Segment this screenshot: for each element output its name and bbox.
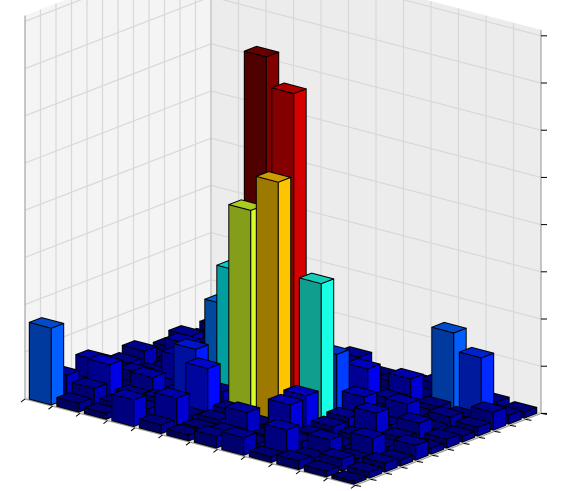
bar-top-face xyxy=(154,387,190,399)
bar xyxy=(331,470,367,485)
bar-top-face xyxy=(396,412,433,424)
bar-top-face xyxy=(427,406,464,418)
x-tick xyxy=(20,398,26,403)
bar-top-face xyxy=(271,82,307,95)
bar-top-face xyxy=(28,317,65,329)
bar xyxy=(303,459,340,478)
bar-top-face xyxy=(173,338,209,350)
bar-front-face xyxy=(228,204,252,418)
bar-side-face xyxy=(50,322,65,406)
bar-top-face xyxy=(346,461,383,473)
bar-top-face xyxy=(267,393,304,406)
bar-top-face xyxy=(388,367,424,380)
bar-top-face xyxy=(431,321,467,334)
y-tick xyxy=(463,442,470,445)
y-tick xyxy=(416,460,424,463)
bar-top-face xyxy=(255,171,292,183)
bar-top-face xyxy=(307,428,343,441)
bar-top-face xyxy=(87,353,123,366)
bar xyxy=(28,317,65,406)
x-tick xyxy=(48,405,53,410)
bar-top-face xyxy=(341,385,378,398)
y-tick xyxy=(401,466,408,469)
bar-side-face xyxy=(320,278,335,426)
x-tick xyxy=(158,434,163,439)
bar-top-face xyxy=(243,45,280,58)
bar-top-face xyxy=(393,434,429,446)
x-tick xyxy=(130,427,136,432)
bar-top-face xyxy=(310,415,347,428)
bar-top-face xyxy=(224,401,261,413)
bar-top-face xyxy=(276,449,312,462)
y-tick xyxy=(370,478,377,481)
bar-top-face xyxy=(111,388,147,401)
bar-top-face xyxy=(384,393,421,405)
y-tick xyxy=(525,418,532,421)
bar-top-face xyxy=(353,402,390,414)
bar-front-face xyxy=(255,175,279,425)
y-tick xyxy=(354,484,362,487)
bar-top-face xyxy=(319,448,355,460)
x-tick xyxy=(240,456,246,461)
y-tick xyxy=(478,436,486,439)
bar-top-face xyxy=(458,346,495,359)
x-tick xyxy=(323,477,328,482)
bar-top-face xyxy=(303,459,340,472)
bar-top-face xyxy=(331,470,367,482)
bars-group xyxy=(28,45,538,485)
x-tick xyxy=(75,412,81,417)
y-tick xyxy=(447,448,455,451)
bar xyxy=(255,171,292,425)
bar-top-face xyxy=(362,452,398,464)
y-tick xyxy=(432,454,439,457)
x-tick xyxy=(103,420,108,425)
axes-ticks xyxy=(20,35,548,489)
y-tick xyxy=(509,424,517,427)
bar-top-face xyxy=(56,392,92,404)
y-tick xyxy=(385,472,393,475)
bar xyxy=(221,426,257,456)
bar-top-face xyxy=(298,272,335,285)
bar-top-face xyxy=(138,413,175,426)
x-tick xyxy=(213,448,218,453)
bar-top-face xyxy=(248,445,285,458)
bar xyxy=(83,402,120,420)
bar-top-face xyxy=(121,340,158,352)
bar-top-face xyxy=(345,357,381,370)
bar-front-face xyxy=(28,321,52,406)
gridline-z xyxy=(24,0,542,37)
bar-top-face xyxy=(130,366,166,379)
bar-top-face xyxy=(424,428,460,440)
x-tick xyxy=(350,484,356,489)
bar-top-face xyxy=(185,357,221,369)
bar-top-face xyxy=(350,427,386,439)
bar-top-face xyxy=(455,416,491,428)
gridline-z xyxy=(24,0,542,84)
bar xyxy=(393,434,429,461)
bar xyxy=(458,346,495,418)
x-tick xyxy=(295,470,301,475)
bar xyxy=(56,392,92,413)
bar-top-face xyxy=(221,426,257,439)
bar-top-face xyxy=(283,384,319,397)
y-tick xyxy=(494,430,501,433)
bar xyxy=(276,449,312,471)
bar-top-face xyxy=(71,377,108,389)
x-tick xyxy=(185,441,191,446)
bar-top-face xyxy=(415,395,452,408)
bar-top-face xyxy=(470,401,507,413)
bar-top-face xyxy=(264,418,300,431)
bar-side-face xyxy=(277,176,292,425)
bar-front-face xyxy=(431,326,455,411)
x-tick xyxy=(268,463,273,468)
